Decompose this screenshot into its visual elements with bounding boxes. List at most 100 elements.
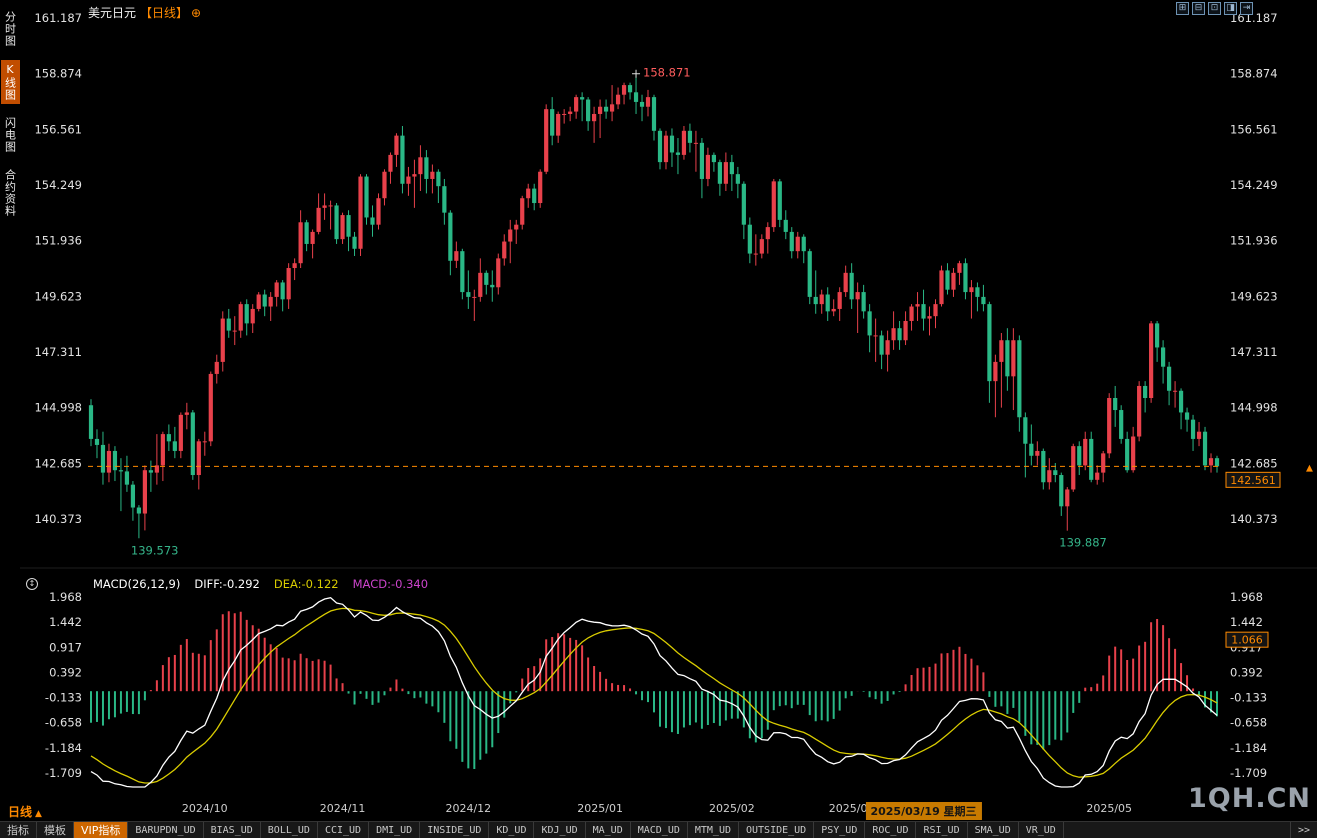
svg-text:140.373: 140.373 bbox=[1230, 512, 1278, 526]
x-axis-label: 2024/10 bbox=[181, 802, 228, 815]
bottom-toolbar: 指标 模板 VIP指标 BARUPDN_UD BIAS_UD BOLL_UD CCI_UD D… bbox=[0, 821, 1317, 838]
indicator-button-kdj_ud[interactable]: KDJ_UD bbox=[534, 822, 586, 838]
indicator-button-vr_ud[interactable]: VR_UD bbox=[1019, 822, 1064, 838]
indicator-button-ma_ud[interactable]: MA_UD bbox=[586, 822, 631, 838]
svg-text:▲: ▲ bbox=[1306, 463, 1313, 473]
indicator-button-mtm_ud[interactable]: MTM_UD bbox=[688, 822, 739, 838]
macd-diff-line bbox=[90, 596, 1218, 788]
indicator-button-boll_ud[interactable]: BOLL_UD bbox=[261, 822, 318, 838]
x-axis-selected-date[interactable]: 2025/03/19 星期三 bbox=[865, 802, 982, 820]
svg-text:139.573: 139.573 bbox=[131, 543, 179, 557]
svg-text:158.871: 158.871 bbox=[643, 66, 691, 80]
x-axis-label: 2025/03 bbox=[828, 802, 875, 815]
macd-dea-label: DEA:-0.122 bbox=[273, 577, 339, 591]
last-price-badge: 142.561 bbox=[1225, 471, 1281, 488]
macd-indicator-labels: MACD(26,12,9) DIFF:-0.292 DEA:-0.122 MAC… bbox=[93, 577, 428, 591]
sidebar-item-tick-chart[interactable]: 闪电图 bbox=[3, 117, 17, 153]
svg-text:1.066: 1.066 bbox=[1231, 634, 1263, 647]
macd-diff-label: DIFF:-0.292 bbox=[194, 577, 260, 591]
split-layout-icon[interactable]: ⊡ bbox=[1208, 2, 1221, 15]
period-selector[interactable]: 日线 ▲ bbox=[8, 803, 42, 820]
svg-text:147.311: 147.311 bbox=[1230, 345, 1278, 359]
svg-text:156.561: 156.561 bbox=[34, 122, 82, 136]
macd-crosshair-badge: 1.066 bbox=[1225, 631, 1269, 648]
svg-text:140.373: 140.373 bbox=[34, 512, 82, 526]
x-axis-label: 2025/02 bbox=[709, 802, 755, 815]
toolbar-tab-2[interactable]: VIP指标 bbox=[74, 822, 129, 838]
svg-text:147.311: 147.311 bbox=[34, 345, 82, 359]
svg-text:151.936: 151.936 bbox=[34, 234, 82, 248]
svg-text:-0.133: -0.133 bbox=[1230, 691, 1267, 705]
indicator-button-psy_ud[interactable]: PSY_UD bbox=[814, 822, 866, 838]
period-label: 【日线】 bbox=[140, 6, 189, 20]
indicator-button-cci_ud[interactable]: CCI_UD bbox=[318, 822, 370, 838]
macd-dea-line bbox=[90, 607, 1218, 784]
price-annotations: 158.871 139.573 139.887 bbox=[131, 66, 1107, 558]
watermark: 1QH.CN bbox=[1187, 783, 1311, 814]
svg-text:0.917: 0.917 bbox=[49, 640, 82, 654]
single-layout-icon[interactable]: ⊟ bbox=[1192, 2, 1205, 15]
indicator-button-rsi_ud[interactable]: RSI_UD bbox=[916, 822, 968, 838]
right-panel-icon[interactable]: ◨ bbox=[1224, 2, 1237, 15]
sidebar-item-time-chart[interactable]: 分时图 bbox=[3, 11, 17, 47]
svg-text:-0.658: -0.658 bbox=[1230, 716, 1267, 730]
svg-text:154.249: 154.249 bbox=[1230, 178, 1278, 192]
svg-text:158.874: 158.874 bbox=[1230, 67, 1278, 81]
macd-histogram bbox=[89, 611, 1219, 770]
x-axis-label: 2025/05 bbox=[1086, 802, 1133, 815]
svg-text:161.187: 161.187 bbox=[34, 11, 82, 25]
indicator-button-dmi_ud[interactable]: DMI_UD bbox=[369, 822, 421, 838]
svg-text:1.442: 1.442 bbox=[49, 615, 82, 629]
macd-axis-labels: 1.9681.9681.4421.4420.9170.9170.3920.392… bbox=[45, 590, 1267, 780]
indicator-button-macd_ud[interactable]: MACD_UD bbox=[631, 822, 688, 838]
indicator-button-sma_ud[interactable]: SMA_UD bbox=[968, 822, 1019, 838]
chart-area: 美元日元 【日线】 ⊕ ⊞ ⊟ ⊡ ◨ ⇥ 161.187 161.187 158.874 158… bbox=[20, 0, 1317, 838]
sidebar-item-kline-chart[interactable]: K线图 bbox=[0, 60, 20, 104]
symbol-name: 美元日元 bbox=[88, 6, 137, 20]
svg-text:142.561: 142.561 bbox=[1230, 474, 1276, 487]
candlesticks[interactable] bbox=[88, 73, 1220, 539]
sidebar: 分时图 K线图闪电图合约资料 bbox=[0, 0, 20, 800]
svg-text:154.249: 154.249 bbox=[34, 178, 82, 192]
svg-text:144.998: 144.998 bbox=[34, 401, 82, 415]
svg-text:149.623: 149.623 bbox=[34, 289, 82, 303]
indicator-button-inside_ud[interactable]: INSIDE_UD bbox=[420, 822, 490, 838]
sidebar-item-contract-info[interactable]: 合约资料 bbox=[3, 169, 17, 217]
macd-params-label: MACD(26,12,9) bbox=[93, 577, 181, 591]
x-axis-label: 2025/01 bbox=[577, 802, 623, 815]
toolbar-more-button[interactable]: >> bbox=[1289, 822, 1317, 838]
toolbar-tab-0[interactable]: 指标 bbox=[0, 822, 37, 838]
svg-text:1.968: 1.968 bbox=[1230, 590, 1263, 604]
svg-text:158.874: 158.874 bbox=[34, 67, 82, 81]
indicator-button-roc_ud[interactable]: ROC_UD bbox=[865, 822, 917, 838]
indicator-button-outside_ud[interactable]: OUTSIDE_UD bbox=[739, 822, 815, 838]
zoom-in-icon[interactable]: ⊕ bbox=[191, 6, 202, 20]
svg-text:-1.709: -1.709 bbox=[45, 766, 82, 780]
svg-text:-1.184: -1.184 bbox=[45, 741, 82, 755]
svg-text:156.561: 156.561 bbox=[1230, 122, 1278, 136]
x-axis-label: 2024/12 bbox=[445, 802, 492, 815]
indicator-button-bias_ud[interactable]: BIAS_UD bbox=[204, 822, 261, 838]
svg-text:142.685: 142.685 bbox=[34, 456, 82, 470]
window-controls: ⊞ ⊟ ⊡ ◨ ⇥ bbox=[1176, 2, 1253, 15]
toolbar-tab-1[interactable]: 模板 bbox=[37, 822, 74, 838]
indicator-button-kd_ud[interactable]: KD_UD bbox=[489, 822, 535, 838]
svg-text:-0.658: -0.658 bbox=[45, 716, 82, 730]
period-selector-label: 日线 bbox=[8, 805, 33, 819]
svg-text:151.936: 151.936 bbox=[1230, 234, 1278, 248]
svg-text:0.392: 0.392 bbox=[49, 665, 82, 679]
indicator-button-barupdn_ud[interactable]: BARUPDN_UD bbox=[128, 822, 204, 838]
chevron-up-icon: ▲ bbox=[35, 809, 42, 819]
indicator-cycle-icon[interactable]: ↕ bbox=[26, 578, 38, 590]
grid-layout-icon[interactable]: ⊞ bbox=[1176, 2, 1189, 15]
svg-text:139.887: 139.887 bbox=[1059, 536, 1107, 550]
svg-text:-1.709: -1.709 bbox=[1230, 766, 1267, 780]
svg-text:1.968: 1.968 bbox=[49, 590, 82, 604]
collapse-right-icon[interactable]: ⇥ bbox=[1240, 2, 1253, 15]
svg-text:144.998: 144.998 bbox=[1230, 401, 1278, 415]
svg-text:-1.184: -1.184 bbox=[1230, 741, 1267, 755]
svg-text:142.685: 142.685 bbox=[1230, 456, 1278, 470]
